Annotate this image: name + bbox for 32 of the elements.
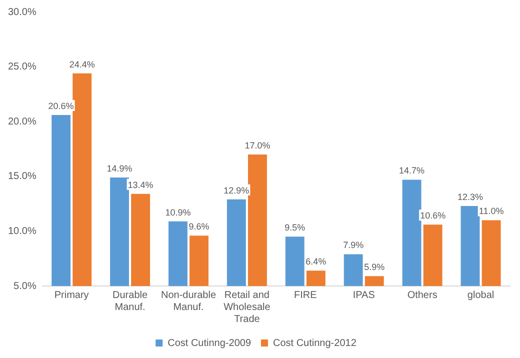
data-label: 14.7%: [399, 166, 425, 176]
x-tick-label: global: [467, 290, 494, 301]
data-label: 17.0%: [244, 140, 270, 150]
x-tick-label: Durable Manuf.: [112, 290, 148, 313]
data-label: 9.6%: [188, 222, 210, 232]
data-label: 6.4%: [306, 256, 326, 267]
data-label: 13.4%: [128, 180, 154, 190]
data-label: 20.6%: [48, 101, 74, 112]
x-tick-label: Primary: [54, 290, 89, 301]
y-tick-label: 15.0%: [8, 171, 36, 182]
y-tick-label: 25.0%: [8, 62, 36, 73]
data-label: 9.5%: [284, 222, 306, 233]
x-tick-label: Non-durable Manuf.: [160, 290, 216, 313]
x-tick-label: Retail and Wholesale Trade: [224, 290, 271, 325]
y-tick-label: 20.0%: [8, 116, 36, 128]
data-label: 10.6%: [420, 210, 446, 221]
data-label: 11.0%: [478, 206, 504, 216]
data-label: 12.3%: [457, 192, 484, 202]
y-tick-label: 30.0%: [8, 6, 36, 18]
legend-label: Cost Cutinng-2009: [168, 338, 252, 349]
x-tick-label: FIRE: [294, 290, 318, 301]
data-label: 10.9%: [165, 207, 191, 218]
x-tick-label: IPAS: [352, 290, 376, 301]
legend-label: Cost Cutinng-2012: [273, 338, 357, 349]
data-label: 24.4%: [69, 59, 95, 70]
y-tick-label: 10.0%: [8, 226, 36, 237]
data-label: 7.9%: [343, 240, 364, 250]
y-tick-label: 5.0%: [14, 280, 36, 292]
data-label: 12.9%: [224, 185, 250, 196]
x-tick-label: Others: [407, 290, 438, 301]
data-label: 14.9%: [106, 163, 132, 174]
data-label: 5.9%: [364, 262, 385, 272]
